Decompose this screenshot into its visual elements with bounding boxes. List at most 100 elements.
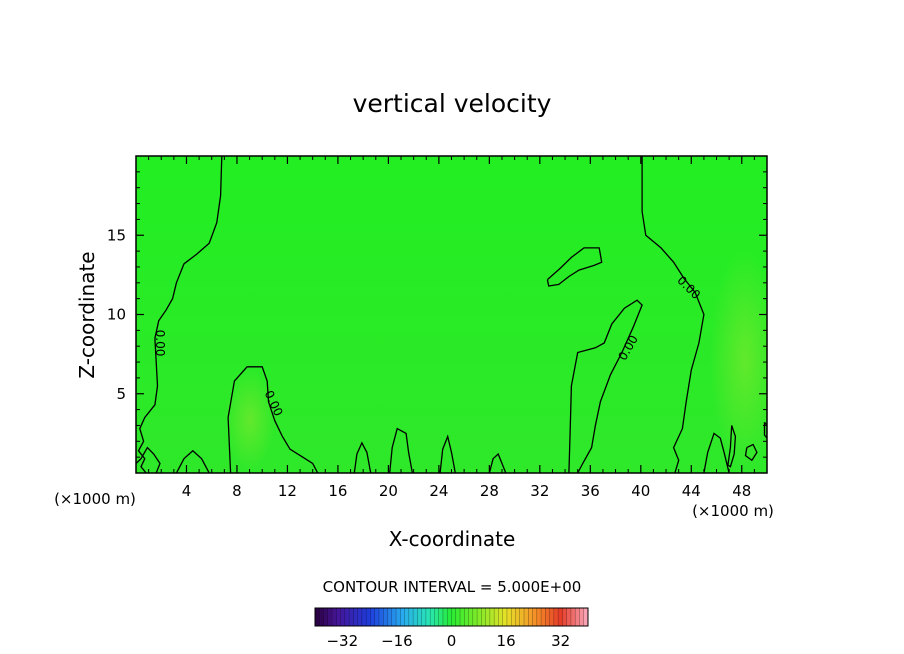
colorbar-cell: [575, 608, 580, 626]
x-axis-label: X-coordinate: [389, 527, 516, 551]
colorbar-cell: [370, 608, 376, 626]
colorbar-tick-label: −16: [381, 632, 413, 650]
colorbar-cell: [511, 608, 516, 626]
colorbar-tick-label: 16: [497, 632, 516, 650]
zero-contour-line: [703, 432, 730, 473]
colorbar-cell: [494, 608, 499, 626]
zero-contour-line: [744, 443, 758, 462]
colorbar-cell: [421, 608, 427, 626]
colorbar-cell: [562, 608, 567, 626]
colorbar-cell: [460, 608, 465, 626]
colorbar-cell: [374, 608, 380, 626]
contour-field: [136, 156, 767, 473]
colorbar-tick-label: 32: [551, 632, 570, 650]
colorbar-cell: [506, 608, 512, 626]
colorbar-cell: [438, 608, 444, 626]
colorbar-cell: [536, 608, 542, 626]
colorbar-cell: [451, 608, 457, 626]
colorbar-frame: [314, 607, 589, 627]
x-tick-label: 20: [379, 482, 398, 500]
colorbar-cell: [361, 608, 367, 626]
y-tick-label: 15: [107, 226, 126, 244]
zero-contour-line: [389, 427, 414, 473]
zero-contour-line: [137, 156, 223, 473]
colorbar-cell: [477, 608, 482, 626]
colorbar-cell: [327, 608, 333, 626]
colorbar-cell: [417, 608, 422, 626]
colorbar: [314, 607, 589, 627]
colorbar-cell: [532, 608, 538, 626]
x-tick-label: 32: [530, 482, 549, 500]
colorbar-cell: [519, 608, 525, 626]
colorbar-cell: [558, 608, 563, 626]
x-tick-label: 12: [278, 482, 297, 500]
zero-contour-line: [727, 425, 737, 468]
colorbar-cell: [570, 608, 576, 626]
contour-label: 0.00: [153, 330, 167, 357]
colorbar-cell: [332, 608, 337, 626]
field-patch: [710, 250, 767, 470]
colorbar-cell: [340, 608, 346, 626]
x-tick-label: 44: [682, 482, 701, 500]
colorbar-cell: [357, 608, 363, 626]
colorbar-cell: [336, 608, 341, 626]
colorbar-cell: [553, 608, 559, 626]
colorbar-cell: [315, 608, 320, 626]
colorbar-cell: [391, 608, 397, 626]
zero-contour-line: [227, 366, 319, 473]
colorbar-cell: [396, 608, 401, 626]
colorbar-cell: [349, 608, 354, 626]
colorbar-cell: [383, 608, 388, 626]
colorbar-cell: [485, 608, 491, 626]
colorbar-cell: [481, 608, 486, 626]
x-tick-label: 40: [631, 482, 650, 500]
colorbar-cell: [549, 608, 555, 626]
colorbar-cell: [566, 608, 572, 626]
colorbar-tick-label: −32: [326, 632, 358, 650]
chart-title: vertical velocity: [353, 89, 552, 118]
colorbar-cell: [425, 608, 431, 626]
zero-contour-line: [763, 421, 767, 440]
colorbar-cell: [464, 608, 469, 626]
contour-interval-text: CONTOUR INTERVAL = 5.000E+00: [323, 578, 582, 596]
x-tick-label: 48: [732, 482, 751, 500]
zero-contour-line: [488, 452, 507, 473]
zero-contour-line: [568, 299, 643, 473]
x-tick-label: 16: [328, 482, 347, 500]
x-tick-label: 28: [480, 482, 499, 500]
colorbar-cell: [404, 608, 410, 626]
colorbar-cell: [366, 608, 371, 626]
x-tick-label: 36: [581, 482, 600, 500]
colorbar-cell: [489, 608, 495, 626]
colorbar-cell: [528, 608, 533, 626]
zero-contour-line: [439, 434, 456, 473]
x-unit-right: (×1000 m): [692, 502, 774, 520]
colorbar-cell: [353, 608, 358, 626]
colorbar-cell: [442, 608, 448, 626]
x-tick-label: 8: [232, 482, 242, 500]
colorbar-cell: [430, 608, 435, 626]
colorbar-cell: [387, 608, 393, 626]
colorbar-cell: [502, 608, 508, 626]
zero-contour-line: [546, 247, 603, 287]
colorbar-cell: [408, 608, 414, 626]
colorbar-cell: [413, 608, 418, 626]
y-tick-label: 10: [107, 306, 126, 324]
colorbar-cell: [498, 608, 503, 626]
colorbar-cell: [378, 608, 384, 626]
colorbar-cell: [344, 608, 350, 626]
colorbar-cell: [323, 608, 329, 626]
colorbar-cell: [583, 608, 589, 626]
colorbar-cell: [468, 608, 474, 626]
colorbar-cell: [472, 608, 478, 626]
y-axis-label: Z-coordinate: [75, 251, 99, 378]
x-unit-left: (×1000 m): [54, 490, 136, 508]
colorbar-cell: [434, 608, 440, 626]
x-tick-label: 4: [182, 482, 192, 500]
colorbar-cell: [447, 608, 452, 626]
colorbar-cell: [515, 608, 521, 626]
x-tick-label: 24: [429, 482, 448, 500]
zero-contour-line: [641, 156, 705, 473]
colorbar-cell: [545, 608, 550, 626]
